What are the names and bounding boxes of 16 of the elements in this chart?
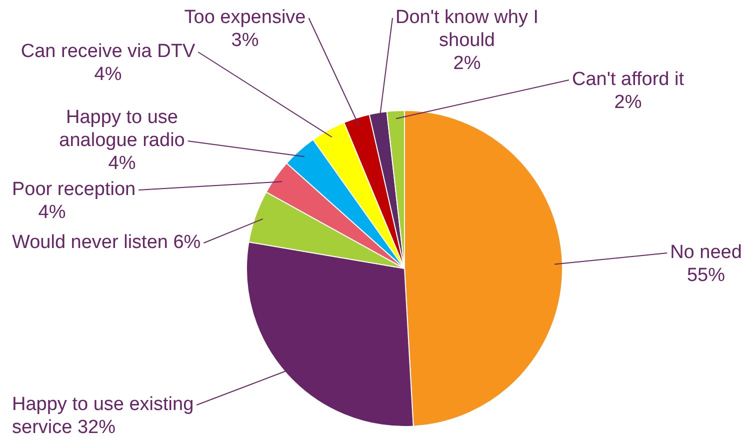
slice-label: Happy to use analogue radio (59, 107, 185, 152)
slice-label: Too expensive (184, 7, 306, 28)
slice-label: Can't afford it (572, 69, 685, 90)
data-label: 55% (686, 265, 726, 286)
slice-label: No need (670, 242, 742, 264)
slice-label: Poor reception (12, 179, 136, 200)
data-label: 4% (38, 202, 66, 224)
slice-label: Don't know why I should (395, 7, 539, 52)
data-label: 2% (453, 53, 481, 74)
data-label: 4% (108, 153, 136, 174)
data-label: 2% (614, 92, 642, 114)
slice-label: Can receive via DTV (20, 41, 196, 62)
data-label: 4% (94, 64, 122, 86)
slice-label: Would never listen 6% (12, 232, 201, 254)
slice-label: Happy to use existing service 32% (12, 394, 194, 438)
data-label: 3% (231, 30, 259, 52)
